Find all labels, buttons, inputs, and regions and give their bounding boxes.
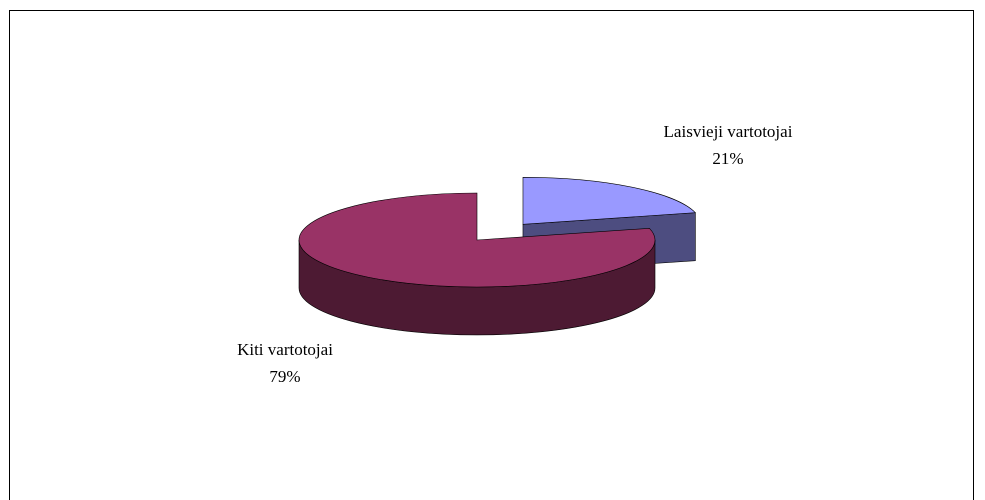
slice-value-label: 21%: [712, 149, 743, 168]
slice-label: Kiti vartotojai: [237, 340, 333, 359]
slice-label: Laisvieji vartotojai: [664, 122, 793, 141]
slice-top: [522, 177, 697, 225]
slice-top: [298, 192, 656, 288]
slice-value-label: 79%: [269, 367, 300, 386]
chart-frame: [9, 10, 974, 500]
